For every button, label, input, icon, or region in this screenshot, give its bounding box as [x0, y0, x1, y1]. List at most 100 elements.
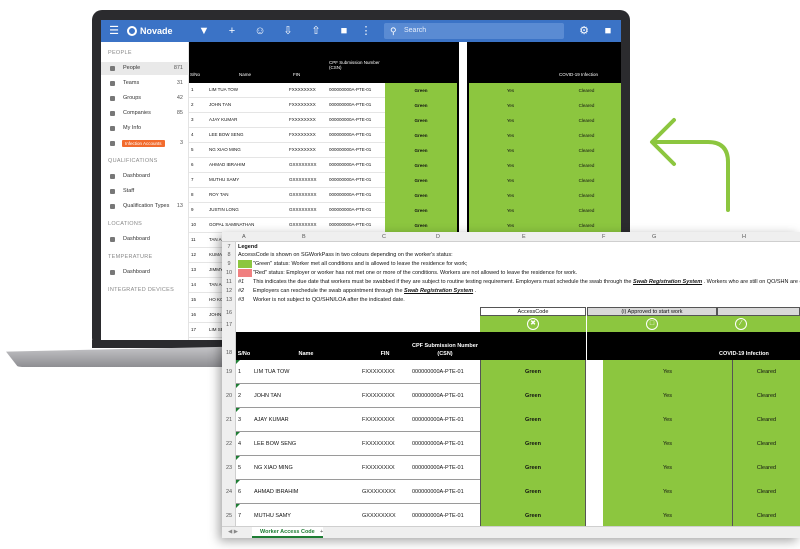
- column-header-f[interactable]: F: [602, 234, 606, 240]
- sidebar-item[interactable]: Dashboard: [101, 170, 189, 183]
- column-header-e[interactable]: E: [522, 234, 526, 240]
- cell-name[interactable]: JOHN TAN: [254, 393, 281, 399]
- cell-accesscode[interactable]: Green: [480, 360, 586, 384]
- sidebar-item[interactable]: Staff: [101, 185, 189, 198]
- sidebar-item-count: 13: [176, 203, 183, 209]
- sidebar-item[interactable]: Dashboard: [101, 233, 189, 246]
- more-icon[interactable]: ⋮: [360, 25, 372, 37]
- cell-covid[interactable]: Cleared: [733, 408, 800, 432]
- cell-fin[interactable]: GXXXXXXXX: [362, 513, 396, 519]
- cell-covid[interactable]: Cleared: [733, 456, 800, 480]
- cell-accesscode[interactable]: Green: [480, 480, 586, 504]
- column-header-a[interactable]: A: [242, 234, 246, 240]
- gear-icon[interactable]: ⚙: [579, 25, 589, 37]
- column-header-d[interactable]: D: [436, 234, 440, 240]
- search-input[interactable]: ⚲ Search: [384, 23, 564, 39]
- cell-covid[interactable]: Cleared: [733, 504, 800, 528]
- cell-accesscode[interactable]: Green: [480, 504, 586, 528]
- sidebar-item-count: 871: [173, 65, 183, 71]
- sidebar-item[interactable]: Teams 31: [101, 77, 189, 90]
- cell-csn[interactable]: 000000000A-PTE-01: [412, 465, 464, 471]
- swab-registration-link[interactable]: Swab Registration System: [404, 288, 474, 294]
- cell-name[interactable]: MUTHU SAMY: [254, 513, 291, 519]
- cell-name[interactable]: AJAY KUMAR: [254, 417, 289, 423]
- cell-sno[interactable]: 1: [238, 369, 242, 375]
- tab-nav-arrows-icon[interactable]: ◀ ▶: [228, 529, 238, 535]
- add-icon[interactable]: +: [228, 25, 236, 37]
- mini-cell-fin: FXXXXXXXX: [289, 87, 316, 92]
- cell-approved[interactable]: Yes: [603, 408, 733, 432]
- cell-approved[interactable]: Yes: [603, 384, 733, 408]
- cell-csn[interactable]: 000000000A-PTE-01: [412, 369, 464, 375]
- cell-sno[interactable]: 3: [238, 417, 242, 423]
- cell-covid[interactable]: Cleared: [733, 360, 800, 384]
- cell-fin[interactable]: FXXXXXXXX: [362, 393, 395, 399]
- upload-icon[interactable]: ⇧: [311, 25, 321, 37]
- account-icon[interactable]: ■: [604, 25, 612, 37]
- sidebar-item[interactable]: Groups 42: [101, 92, 189, 105]
- cell-name[interactable]: AHMAD IBRAHIM: [254, 489, 299, 495]
- cell-name[interactable]: LEE BOW SENG: [254, 441, 297, 447]
- filter-icon[interactable]: ▼: [198, 25, 210, 37]
- cell-accesscode[interactable]: Green: [480, 408, 586, 432]
- cell-accesscode[interactable]: Green: [480, 456, 586, 480]
- menu-icon[interactable]: ☰: [109, 25, 119, 37]
- cell-accesscode[interactable]: Green: [480, 432, 586, 456]
- cell-approved[interactable]: Yes: [603, 456, 733, 480]
- sidebar-item[interactable]: Qualification Types 13: [101, 200, 189, 213]
- cell-csn[interactable]: 000000000A-PTE-01: [412, 417, 464, 423]
- cell-sno[interactable]: 5: [238, 465, 242, 471]
- cell-fin[interactable]: FXXXXXXXX: [362, 465, 395, 471]
- cell-covid[interactable]: Cleared: [733, 432, 800, 456]
- column-header-c[interactable]: C: [382, 234, 386, 240]
- column-header-h[interactable]: H: [742, 234, 746, 240]
- cell-sno[interactable]: 7: [238, 513, 242, 519]
- sidebar-item[interactable]: Infection Accounts 3: [101, 137, 189, 150]
- column-headers: A B C D E F G H: [222, 232, 800, 242]
- sidebar-heading: TEMPERATURE: [108, 254, 153, 260]
- mini-table-row: 8 ROY TAN GXXXXXXXX 000000000A-PTE-01 Green Y…: [189, 188, 621, 203]
- cell-covid[interactable]: Cleared: [733, 384, 800, 408]
- sidebar-item[interactable]: My Info: [101, 122, 189, 135]
- sidebar-item-label: Dashboard: [123, 269, 150, 275]
- cell-csn[interactable]: 000000000A-PTE-01: [412, 489, 464, 495]
- cell-fin[interactable]: FXXXXXXXX: [362, 441, 395, 447]
- column-header-g[interactable]: G: [652, 234, 657, 240]
- cell-sno[interactable]: 2: [238, 393, 242, 399]
- note-text: Worker is not subject to QO/SHN/LOA afte…: [253, 297, 405, 303]
- cell-name[interactable]: NG XIAO MING: [254, 465, 293, 471]
- cell-sno[interactable]: 6: [238, 489, 242, 495]
- add-sheet-button[interactable]: +: [320, 529, 324, 535]
- cell-fin[interactable]: FXXXXXXXX: [362, 417, 395, 423]
- add-user-icon[interactable]: ☺: [254, 25, 266, 37]
- cell-approved[interactable]: Yes: [603, 360, 733, 384]
- sidebar-item[interactable]: People 871: [101, 62, 189, 75]
- cell-covid[interactable]: Cleared: [733, 480, 800, 504]
- sidebar-item[interactable]: Dashboard: [101, 266, 189, 279]
- delete-icon[interactable]: ■: [340, 25, 348, 37]
- cell-approved[interactable]: Yes: [603, 504, 733, 528]
- row-number: 8: [227, 252, 231, 258]
- cell-fin[interactable]: FXXXXXXXX: [362, 369, 395, 375]
- cell-approved[interactable]: Yes: [603, 432, 733, 456]
- mini-cell-sno: 1: [191, 87, 194, 92]
- cell-accesscode[interactable]: Green: [480, 384, 586, 408]
- cell-name[interactable]: LIM TUA TOW: [254, 369, 290, 375]
- app-logo[interactable]: Novade: [127, 23, 173, 39]
- cell-csn[interactable]: 000000000A-PTE-01: [412, 441, 464, 447]
- cell-csn[interactable]: 000000000A-PTE-01: [412, 513, 464, 519]
- sidebar-item-icon: [110, 204, 115, 209]
- cell-approved[interactable]: Yes: [603, 480, 733, 504]
- mini-cell-name: LIM SEN: [209, 327, 228, 332]
- download-icon[interactable]: ⇩: [283, 25, 293, 37]
- sidebar-heading: QUALIFICATIONS: [108, 158, 158, 164]
- mini-cell-csn: 000000000A-PTE-01: [329, 132, 372, 137]
- swab-registration-link[interactable]: Swab Registration System: [633, 279, 703, 285]
- tab-worker-access-code[interactable]: Worker Access Code: [252, 527, 323, 538]
- column-header-b[interactable]: B: [302, 234, 306, 240]
- sidebar-item[interactable]: Companies 85: [101, 107, 189, 120]
- header-sno: S/No: [236, 332, 252, 360]
- cell-sno[interactable]: 4: [238, 441, 242, 447]
- cell-csn[interactable]: 000000000A-PTE-01: [412, 393, 464, 399]
- cell-fin[interactable]: GXXXXXXXX: [362, 489, 396, 495]
